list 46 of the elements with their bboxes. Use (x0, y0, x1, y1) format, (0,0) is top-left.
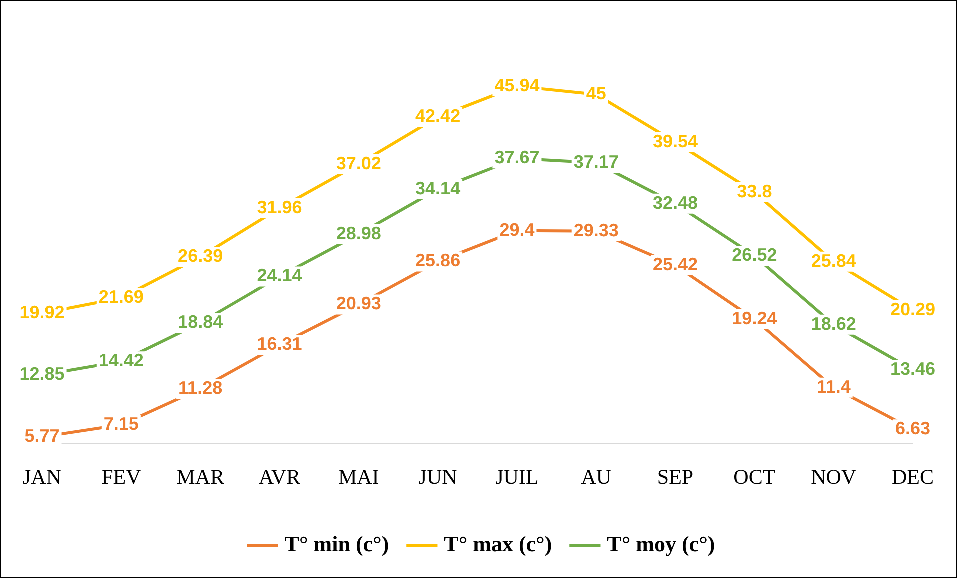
x-tick-label: SEP (657, 464, 694, 489)
data-label: 20.29 (890, 299, 936, 320)
data-label: 39.54 (653, 131, 698, 152)
x-tick-label: JUIL (496, 464, 539, 489)
data-label: 19.92 (20, 302, 65, 323)
x-tick-label: DEC (892, 464, 934, 489)
data-label: 26.39 (178, 246, 224, 266)
data-label: 12.85 (20, 364, 65, 384)
data-label: 11.28 (178, 378, 223, 398)
data-label: 28.98 (336, 223, 382, 244)
data-label: 20.93 (336, 294, 382, 314)
x-tick-label: MAI (338, 464, 380, 489)
x-tick-label: JUN (418, 464, 458, 489)
data-label: 25.42 (653, 254, 698, 275)
x-tick-label: FEV (102, 464, 142, 489)
x-tick-label: OCT (734, 464, 776, 489)
data-label: 29.33 (574, 220, 619, 240)
x-tick-label: JAN (22, 464, 62, 489)
data-label: 45.94 (494, 75, 540, 96)
legend-label: T° max (c°) (444, 532, 552, 557)
data-label: 18.62 (811, 314, 856, 334)
x-tick-label: AU (581, 464, 612, 489)
data-label: 37.17 (574, 152, 619, 172)
data-label: 16.31 (257, 334, 302, 354)
legend-label: T° moy (c°) (607, 532, 716, 557)
data-label: 31.96 (257, 197, 302, 218)
data-label: 25.86 (416, 250, 461, 271)
data-label: 6.63 (895, 418, 931, 439)
data-label: 19.24 (732, 308, 778, 328)
data-label: 37.02 (336, 153, 382, 174)
data-label: 25.84 (811, 250, 856, 271)
data-label: 34.14 (416, 178, 461, 198)
data-label: 21.69 (98, 287, 144, 308)
x-tick-label: MAR (176, 464, 224, 489)
data-label: 32.48 (653, 192, 698, 213)
data-label: 37.67 (494, 148, 540, 168)
data-label: 13.46 (890, 358, 936, 379)
data-label: 14.42 (98, 350, 144, 371)
legend-label: T° min (c°) (284, 532, 390, 557)
x-tick-label: NOV (811, 464, 857, 489)
data-label: 42.42 (416, 106, 461, 126)
data-label: 18.84 (178, 312, 224, 332)
data-label: 24.14 (257, 266, 302, 286)
data-label: 45 (586, 84, 606, 104)
data-label: 26.52 (732, 244, 778, 265)
x-tick-label: AVR (258, 464, 301, 489)
